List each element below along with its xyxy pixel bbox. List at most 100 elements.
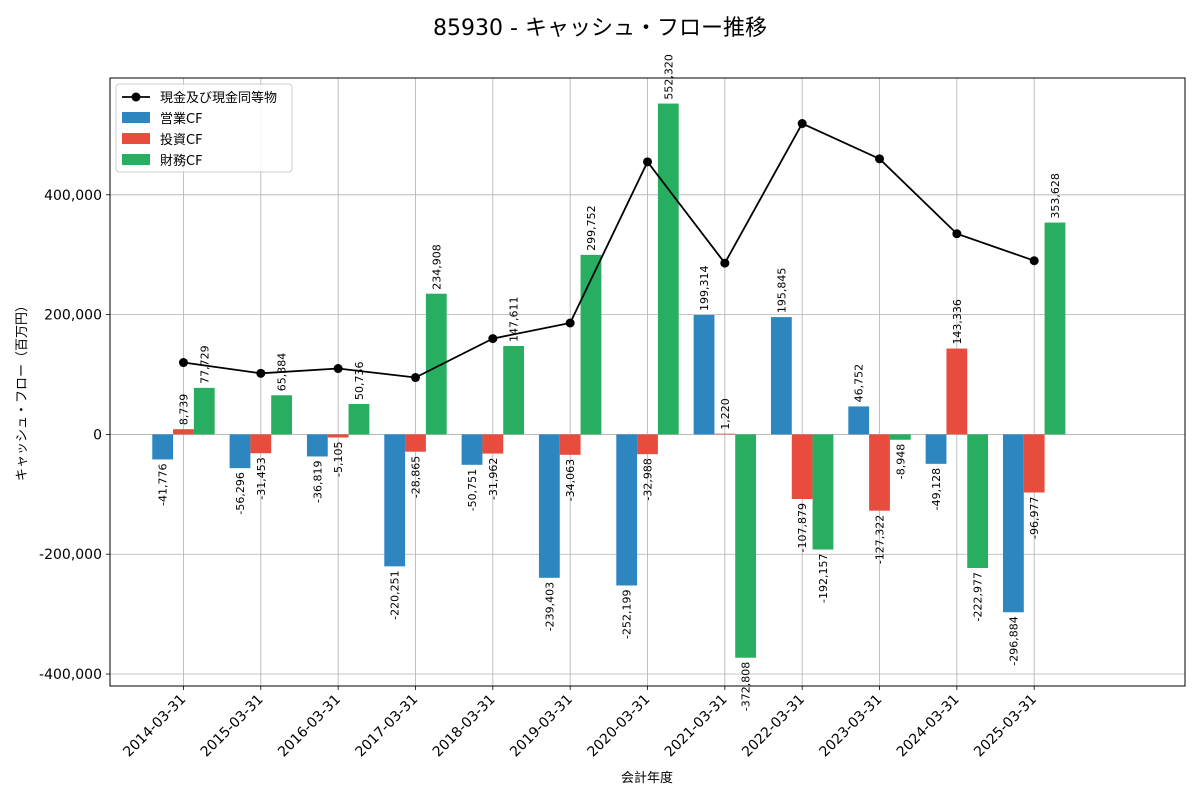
bar-value-label: -239,403	[543, 582, 556, 631]
bar-value-label: 147,611	[508, 296, 521, 342]
legend-bar-swatch	[122, 133, 150, 144]
bar-3	[425, 293, 447, 435]
bar-2	[173, 429, 194, 435]
cash-line-marker	[565, 318, 575, 328]
x-tick-label: 2025-03-31	[971, 692, 1040, 761]
bar-3	[657, 103, 679, 435]
bar-2	[946, 348, 968, 435]
bar-2	[791, 434, 813, 500]
bar-2	[559, 434, 581, 455]
bar-value-label: -41,776	[157, 463, 170, 505]
legend-label: 投資CF	[160, 132, 203, 148]
x-tick-label: 2019-03-31	[507, 692, 576, 761]
y-tick-label: -200,000	[39, 547, 102, 563]
bar-1	[848, 406, 870, 435]
bar-value-label: -50,751	[466, 469, 479, 511]
bar-value-label: 199,314	[698, 266, 711, 312]
bar-2	[714, 433, 736, 435]
y-tick-label: 0	[93, 427, 102, 443]
bar-1	[1002, 434, 1024, 613]
cash-line-marker	[410, 373, 420, 383]
bar-value-label: 77,729	[198, 345, 211, 384]
bar-value-label: 353,628	[1049, 173, 1062, 219]
cash-line-marker	[797, 119, 807, 129]
x-tick-label: 2018-03-31	[430, 692, 499, 761]
x-tick-label: 2024-03-31	[894, 692, 963, 761]
bar-value-label: 195,845	[775, 268, 788, 314]
bar-value-label: -220,251	[389, 570, 402, 619]
bar-value-label: -34,063	[564, 459, 577, 501]
x-axis-title: 会計年度	[621, 770, 673, 786]
bar-value-label: -56,296	[234, 472, 247, 514]
bar-1	[306, 434, 328, 457]
bar-value-label: -32,988	[642, 458, 655, 500]
bar-value-label: 143,336	[951, 299, 964, 345]
chart-title: 85930 - キャッシュ・フロー推移	[433, 16, 767, 41]
plot-frame	[109, 77, 1186, 687]
bar-value-label: -96,977	[1028, 497, 1041, 539]
bars-layer	[152, 103, 1066, 658]
cash-line-marker	[488, 334, 498, 344]
bar-value-label: -8,948	[894, 444, 907, 479]
bar-3	[348, 404, 370, 435]
legend-label: 現金及び現金同等物	[160, 90, 277, 106]
bar-value-label: 65,384	[276, 353, 289, 392]
x-tick-label: 2020-03-31	[584, 692, 653, 761]
x-tick-label: 2015-03-31	[198, 692, 267, 761]
bar-value-label: 552,320	[662, 54, 675, 100]
bar-1	[538, 434, 560, 578]
legend-box	[115, 83, 293, 173]
bar-2	[250, 434, 272, 454]
bar-1	[770, 317, 792, 435]
bar-3	[271, 395, 293, 435]
labels-layer: -41,776 -56,296 -36,819 -220,251 -50,751 -239…	[157, 54, 1062, 711]
bar-1	[152, 434, 174, 460]
bar-value-label: -31,962	[487, 458, 500, 500]
cash-line-marker	[720, 258, 730, 268]
legend-label: 財務CF	[160, 154, 203, 169]
bar-value-label: 1,220	[719, 398, 732, 430]
cash-line-marker	[333, 364, 343, 374]
bar-2	[327, 434, 349, 438]
bar-value-label: 46,752	[853, 364, 866, 403]
x-tick-label: 2021-03-31	[662, 692, 731, 761]
bar-2	[1023, 434, 1045, 493]
bar-2	[637, 434, 658, 455]
bar-value-label: -28,865	[409, 456, 422, 498]
bar-1	[925, 434, 947, 464]
bar-3	[580, 254, 602, 435]
bar-3	[735, 434, 757, 658]
line-layer	[178, 119, 1039, 383]
bar-value-label: -36,819	[311, 460, 324, 502]
bar-3	[193, 387, 215, 435]
bar-1	[616, 434, 638, 586]
bar-value-label: -31,453	[255, 457, 268, 499]
cash-line-marker	[1029, 256, 1039, 266]
cash-line-marker	[178, 358, 188, 368]
bar-3	[503, 345, 525, 435]
bar-value-label: -127,322	[874, 515, 887, 564]
y-tick-label: -400,000	[39, 667, 102, 683]
x-tick-label: 2016-03-31	[275, 692, 344, 761]
bar-value-label: -296,884	[1007, 616, 1020, 665]
legend-label: 営業CF	[160, 111, 203, 127]
legend-marker-swatch	[131, 92, 141, 102]
y-tick-label: 400,000	[44, 188, 102, 204]
cash-line-marker	[875, 154, 885, 164]
bar-value-label: -5,105	[332, 441, 345, 476]
bar-3	[967, 434, 989, 568]
bar-1	[693, 315, 715, 435]
bar-value-label: 299,752	[585, 205, 598, 251]
bar-1	[384, 434, 406, 567]
bar-1	[461, 434, 483, 465]
bar-value-label: -192,157	[817, 554, 830, 603]
bar-value-label: -49,128	[930, 468, 943, 510]
y-axis-title: キャッシュ・フロー（百万円）	[15, 299, 30, 481]
cash-line-marker	[952, 229, 962, 239]
x-tick-label: 2017-03-31	[352, 692, 421, 761]
bar-value-label: -107,879	[796, 503, 809, 552]
x-tick-label: 2014-03-31	[120, 692, 189, 761]
cash-line-marker	[643, 157, 652, 167]
